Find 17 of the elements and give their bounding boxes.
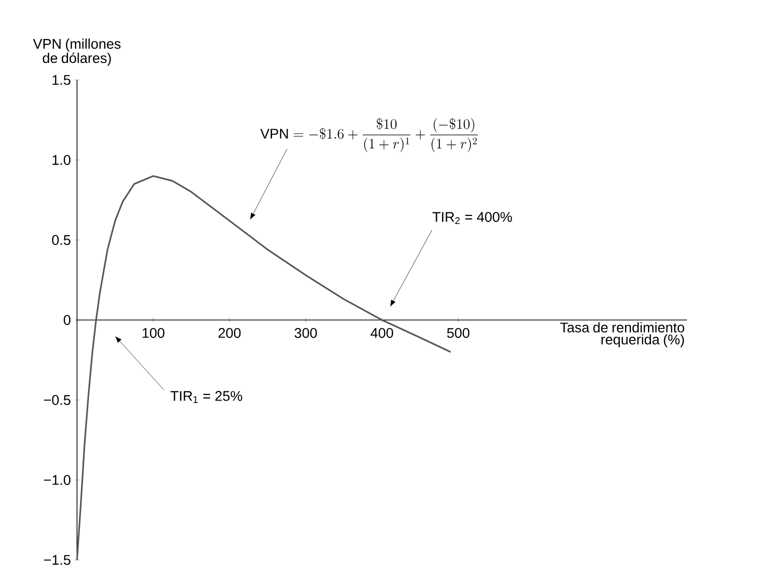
y-tick-label: 1.0 (52, 155, 70, 165)
annotation: TIR$_{1}$ = 25% (170, 391, 242, 403)
y-tick-label: −1.5 (44, 555, 70, 565)
x-tick-label: 300 (294, 328, 317, 338)
y-tick-label: 0 (64, 315, 70, 325)
y-tick-label: 0.5 (52, 235, 70, 245)
annotation: TIR$_{2}$ = 400% (432, 212, 512, 224)
x-tick-label: 400 (370, 328, 394, 338)
y-axis-title: VPN (millones de dólares) (33, 38, 121, 66)
x-axis-title: Tasa de rendimiento requerida (%) (560, 322, 684, 348)
y-tick-label: 1.5 (52, 75, 70, 85)
x-tick-label: 200 (218, 328, 241, 338)
y-tick-label: −1.0 (44, 475, 70, 485)
annotation: $\mathrm{VPN} = -\$1.6 + \frac{\$10}{(1+r)^1} + \frac{(-\$10)}{(1+r)^2}$ (260, 118, 478, 152)
y-tick-label: −0.5 (44, 395, 70, 405)
x-tick-label: 100 (142, 328, 164, 338)
x-tick-label: 500 (447, 328, 470, 338)
